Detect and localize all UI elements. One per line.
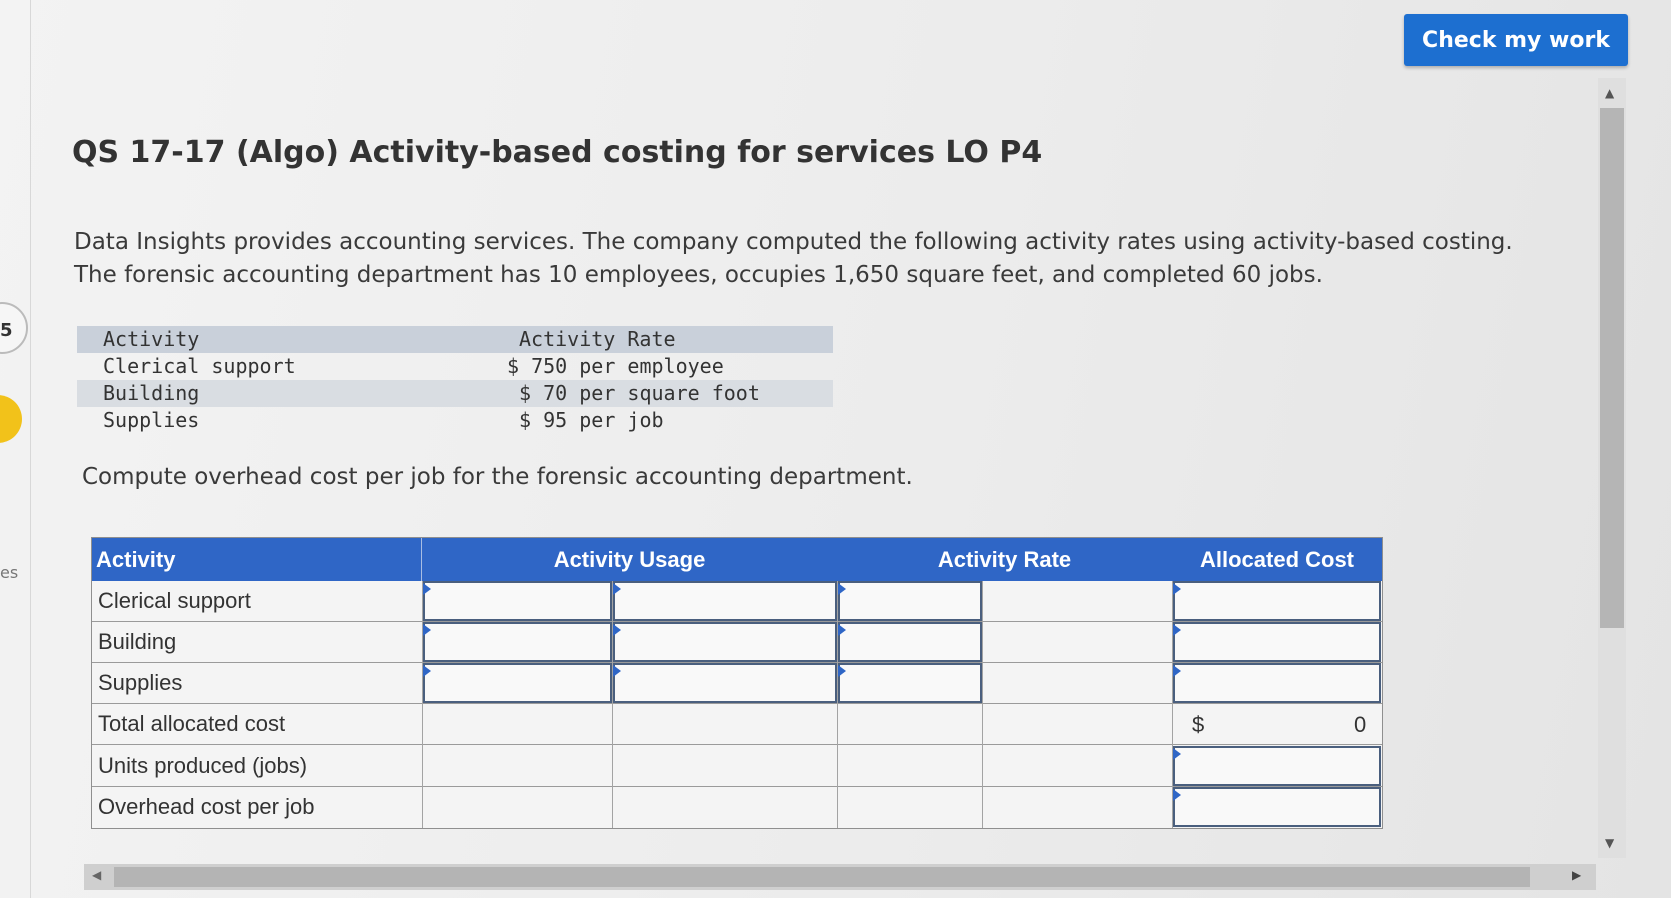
total-currency-symbol: $ <box>1192 712 1205 737</box>
flag-dot-icon[interactable] <box>0 395 22 443</box>
rates-header-row: Activity Activity Rate <box>77 326 833 353</box>
total-allocated-value: 0 <box>1354 712 1367 737</box>
input-marker-icon <box>613 665 621 677</box>
supplies-allocated-input[interactable] <box>1173 663 1381 703</box>
row-label-overhead-cost-per-job: Overhead cost per job <box>98 794 315 819</box>
question-number: 5 <box>0 320 13 341</box>
rates-rate: $ 70 per square foot <box>507 381 760 405</box>
left-nav-strip: 5 es <box>0 0 31 898</box>
input-marker-icon <box>1173 624 1181 636</box>
building-usage-unit-input[interactable] <box>613 622 837 662</box>
building-usage-input[interactable] <box>423 622 612 662</box>
row-label-supplies: Supplies <box>98 670 183 695</box>
header-allocated-cost: Allocated Cost <box>1172 538 1382 581</box>
activity-rates-table: Activity Activity Rate Clerical support … <box>77 326 833 434</box>
rates-rate: $ 750 per employee <box>507 354 724 378</box>
input-marker-icon <box>423 583 431 595</box>
question-instruction: Compute overhead cost per job for the fo… <box>82 464 913 490</box>
input-marker-icon <box>423 665 431 677</box>
input-marker-icon <box>1173 748 1181 760</box>
input-marker-icon <box>838 665 846 677</box>
rates-activity: Supplies <box>103 408 200 432</box>
question-intro: Data Insights provides accounting servic… <box>74 226 1594 292</box>
scroll-down-icon[interactable]: ▼ <box>1605 836 1615 850</box>
input-marker-icon <box>613 624 621 636</box>
input-marker-icon <box>838 624 846 636</box>
row-divider <box>92 621 1382 622</box>
row-divider <box>92 662 1382 663</box>
row-label-total-allocated-cost: Total allocated cost <box>98 711 286 736</box>
scroll-right-icon[interactable]: ▶ <box>1572 868 1582 882</box>
horizontal-scrollbar[interactable]: ◀ ▶ <box>84 864 1596 890</box>
check-my-work-button[interactable]: Check my work <box>1404 14 1628 66</box>
intro-line-2: The forensic accounting department has 1… <box>74 262 1323 288</box>
scroll-up-icon[interactable]: ▲ <box>1605 86 1615 100</box>
row-divider <box>92 703 1382 704</box>
scroll-left-icon[interactable]: ◀ <box>92 868 102 882</box>
supplies-usage-input[interactable] <box>423 663 612 703</box>
input-marker-icon <box>838 583 846 595</box>
edge-label: es <box>0 563 19 582</box>
vertical-scrollbar[interactable]: ▲ ▼ <box>1598 78 1626 858</box>
input-marker-icon <box>613 583 621 595</box>
supplies-usage-unit-input[interactable] <box>613 663 837 703</box>
rates-activity: Building <box>103 381 200 405</box>
rates-row: Building $ 70 per square foot <box>77 380 833 407</box>
intro-line-1: Data Insights provides accounting servic… <box>74 229 1513 255</box>
input-marker-icon <box>423 624 431 636</box>
rates-rate: $ 95 per job <box>507 408 664 432</box>
overhead-per-job-input[interactable] <box>1173 787 1381 827</box>
clerical-allocated-input[interactable] <box>1173 581 1381 621</box>
header-activity: Activity <box>92 538 422 581</box>
col-divider <box>612 581 613 828</box>
rates-header-rate: Activity Rate <box>519 327 676 351</box>
col-divider <box>1172 581 1173 828</box>
col-divider <box>982 581 983 828</box>
header-activity-rate: Activity Rate <box>837 538 1173 581</box>
clerical-usage-input[interactable] <box>423 581 612 621</box>
header-activity-usage: Activity Usage <box>422 538 838 581</box>
input-marker-icon <box>1173 665 1181 677</box>
row-divider <box>92 744 1382 745</box>
rates-row: Supplies $ 95 per job <box>77 407 833 434</box>
row-label-units-produced: Units produced (jobs) <box>98 753 308 778</box>
input-marker-icon <box>1173 789 1181 801</box>
col-divider <box>422 581 423 828</box>
units-produced-input[interactable] <box>1173 746 1381 786</box>
vertical-scroll-thumb[interactable] <box>1600 108 1624 628</box>
input-marker-icon <box>1173 583 1181 595</box>
answer-table: Activity Activity Usage Activity Rate Al… <box>91 537 1383 829</box>
question-title: QS 17-17 (Algo) Activity-based costing f… <box>72 135 1043 170</box>
row-label-clerical-support: Clerical support <box>98 588 251 613</box>
rates-header-activity: Activity <box>103 327 200 351</box>
rates-activity: Clerical support <box>103 354 296 378</box>
building-allocated-input[interactable] <box>1173 622 1381 662</box>
horizontal-scroll-thumb[interactable] <box>114 867 1530 887</box>
building-rate-input[interactable] <box>838 622 982 662</box>
clerical-usage-unit-input[interactable] <box>613 581 837 621</box>
rates-row: Clerical support $ 750 per employee <box>77 353 833 380</box>
col-divider <box>837 581 838 828</box>
clerical-rate-input[interactable] <box>838 581 982 621</box>
row-divider <box>92 786 1382 787</box>
row-label-building: Building <box>98 629 177 654</box>
supplies-rate-input[interactable] <box>838 663 982 703</box>
